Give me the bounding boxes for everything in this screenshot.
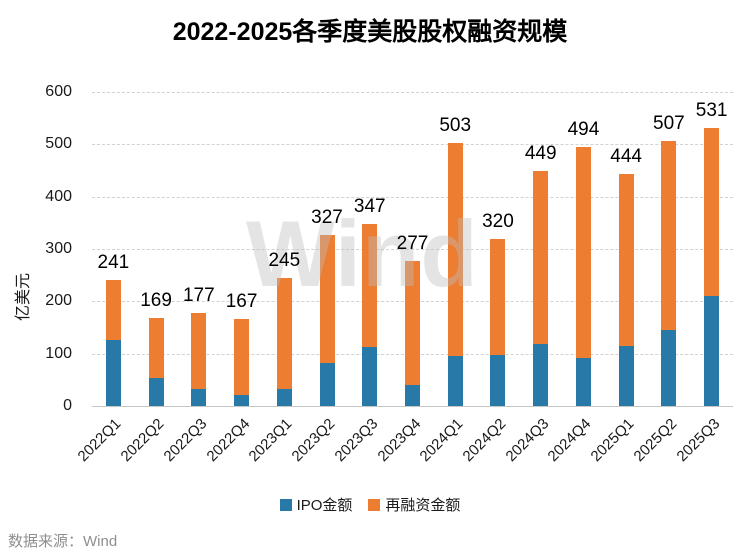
gridline-600 [92, 92, 733, 93]
bar-refinance-2022Q4 [234, 318, 250, 395]
gridline-500 [92, 144, 733, 146]
legend-swatch-0 [279, 498, 292, 511]
total-label-2025Q3: 531 [695, 100, 728, 122]
bar-ipo-2023Q2 [319, 363, 335, 406]
plot-area: 0 100 200 300 400 500 600 241 2022Q1 169 2022Q2 177… [45, 83, 733, 465]
bar-ipo-2023Q4 [405, 385, 420, 406]
chart-title: 2022-2025各季度美股股权融资规模 [172, 18, 568, 46]
legend: IPO金额 再融资金额 [0, 494, 740, 515]
bar-ipo-2023Q1 [276, 388, 292, 406]
bar-refinance-2023Q1 [276, 277, 292, 389]
bar-ipo-2022Q3 [191, 388, 207, 406]
bar-ipo-2022Q1 [105, 339, 121, 406]
total-label-2023Q2: 327 [311, 206, 343, 228]
bar-ipo-2025Q3 [704, 296, 720, 406]
bar-ipo-2022Q2 [148, 377, 164, 406]
y-tick-label-600: 600 [45, 83, 72, 100]
y-tick-label-400: 400 [45, 187, 72, 205]
bar-refinance-2022Q2 [148, 317, 164, 378]
bar-refinance-2024Q3 [533, 171, 549, 344]
legend-item-0: IPO金额 [279, 494, 353, 515]
bar-refinance-2024Q4 [575, 147, 591, 358]
bar-refinance-2025Q3 [704, 128, 720, 297]
legend-label-0: IPO金额 [296, 497, 353, 514]
bar-refinance-2023Q3 [362, 224, 378, 347]
bar-ipo-2025Q1 [618, 346, 634, 406]
y-tick-label-500: 500 [45, 135, 72, 153]
total-label-2022Q3: 177 [182, 285, 215, 307]
legend-swatch-1 [368, 498, 381, 511]
bar-refinance-2023Q4 [405, 261, 420, 386]
data-source: 数据来源：Wind [8, 533, 118, 550]
total-label-2022Q1: 241 [97, 251, 130, 273]
total-label-2022Q2: 169 [140, 289, 172, 311]
bar-ipo-2025Q2 [661, 330, 677, 406]
total-label-2023Q4: 277 [396, 233, 429, 255]
bar-refinance-2024Q2 [490, 238, 506, 355]
total-label-2024Q2: 320 [482, 210, 514, 232]
bar-refinance-2022Q3 [191, 313, 207, 389]
bar-refinance-2024Q1 [447, 142, 463, 356]
total-label-2022Q4: 167 [225, 290, 258, 312]
gridline-0 [92, 406, 733, 407]
y-tick-label-300: 300 [45, 240, 72, 257]
gridline-400 [92, 196, 733, 198]
total-label-2024Q3: 449 [524, 143, 557, 165]
legend-item-1: 再融资金额 [368, 494, 460, 515]
bar-ipo-2024Q2 [490, 354, 506, 406]
bar-ipo-2023Q3 [362, 346, 378, 406]
total-label-2025Q1: 444 [610, 145, 642, 167]
bar-refinance-2023Q2 [319, 234, 335, 364]
bar-refinance-2025Q1 [618, 173, 634, 347]
y-tick-label-200: 200 [45, 292, 72, 310]
total-label-2024Q1: 503 [439, 114, 472, 136]
total-label-2025Q2: 507 [653, 112, 685, 134]
bar-refinance-2025Q2 [661, 140, 677, 331]
bar-ipo-2024Q1 [447, 355, 463, 406]
legend-label-1: 再融资金额 [385, 497, 461, 514]
total-label-2024Q4: 494 [567, 119, 600, 141]
bar-ipo-2024Q3 [533, 343, 549, 406]
total-label-2023Q1: 245 [268, 249, 301, 271]
gridline-300 [92, 249, 733, 250]
y-tick-label-100: 100 [45, 344, 72, 362]
bar-refinance-2022Q1 [105, 279, 121, 340]
total-label-2023Q3: 347 [353, 196, 386, 218]
y-tick-label-0: 0 [63, 397, 72, 414]
bar-ipo-2022Q4 [234, 394, 250, 406]
bar-ipo-2024Q4 [575, 357, 591, 406]
